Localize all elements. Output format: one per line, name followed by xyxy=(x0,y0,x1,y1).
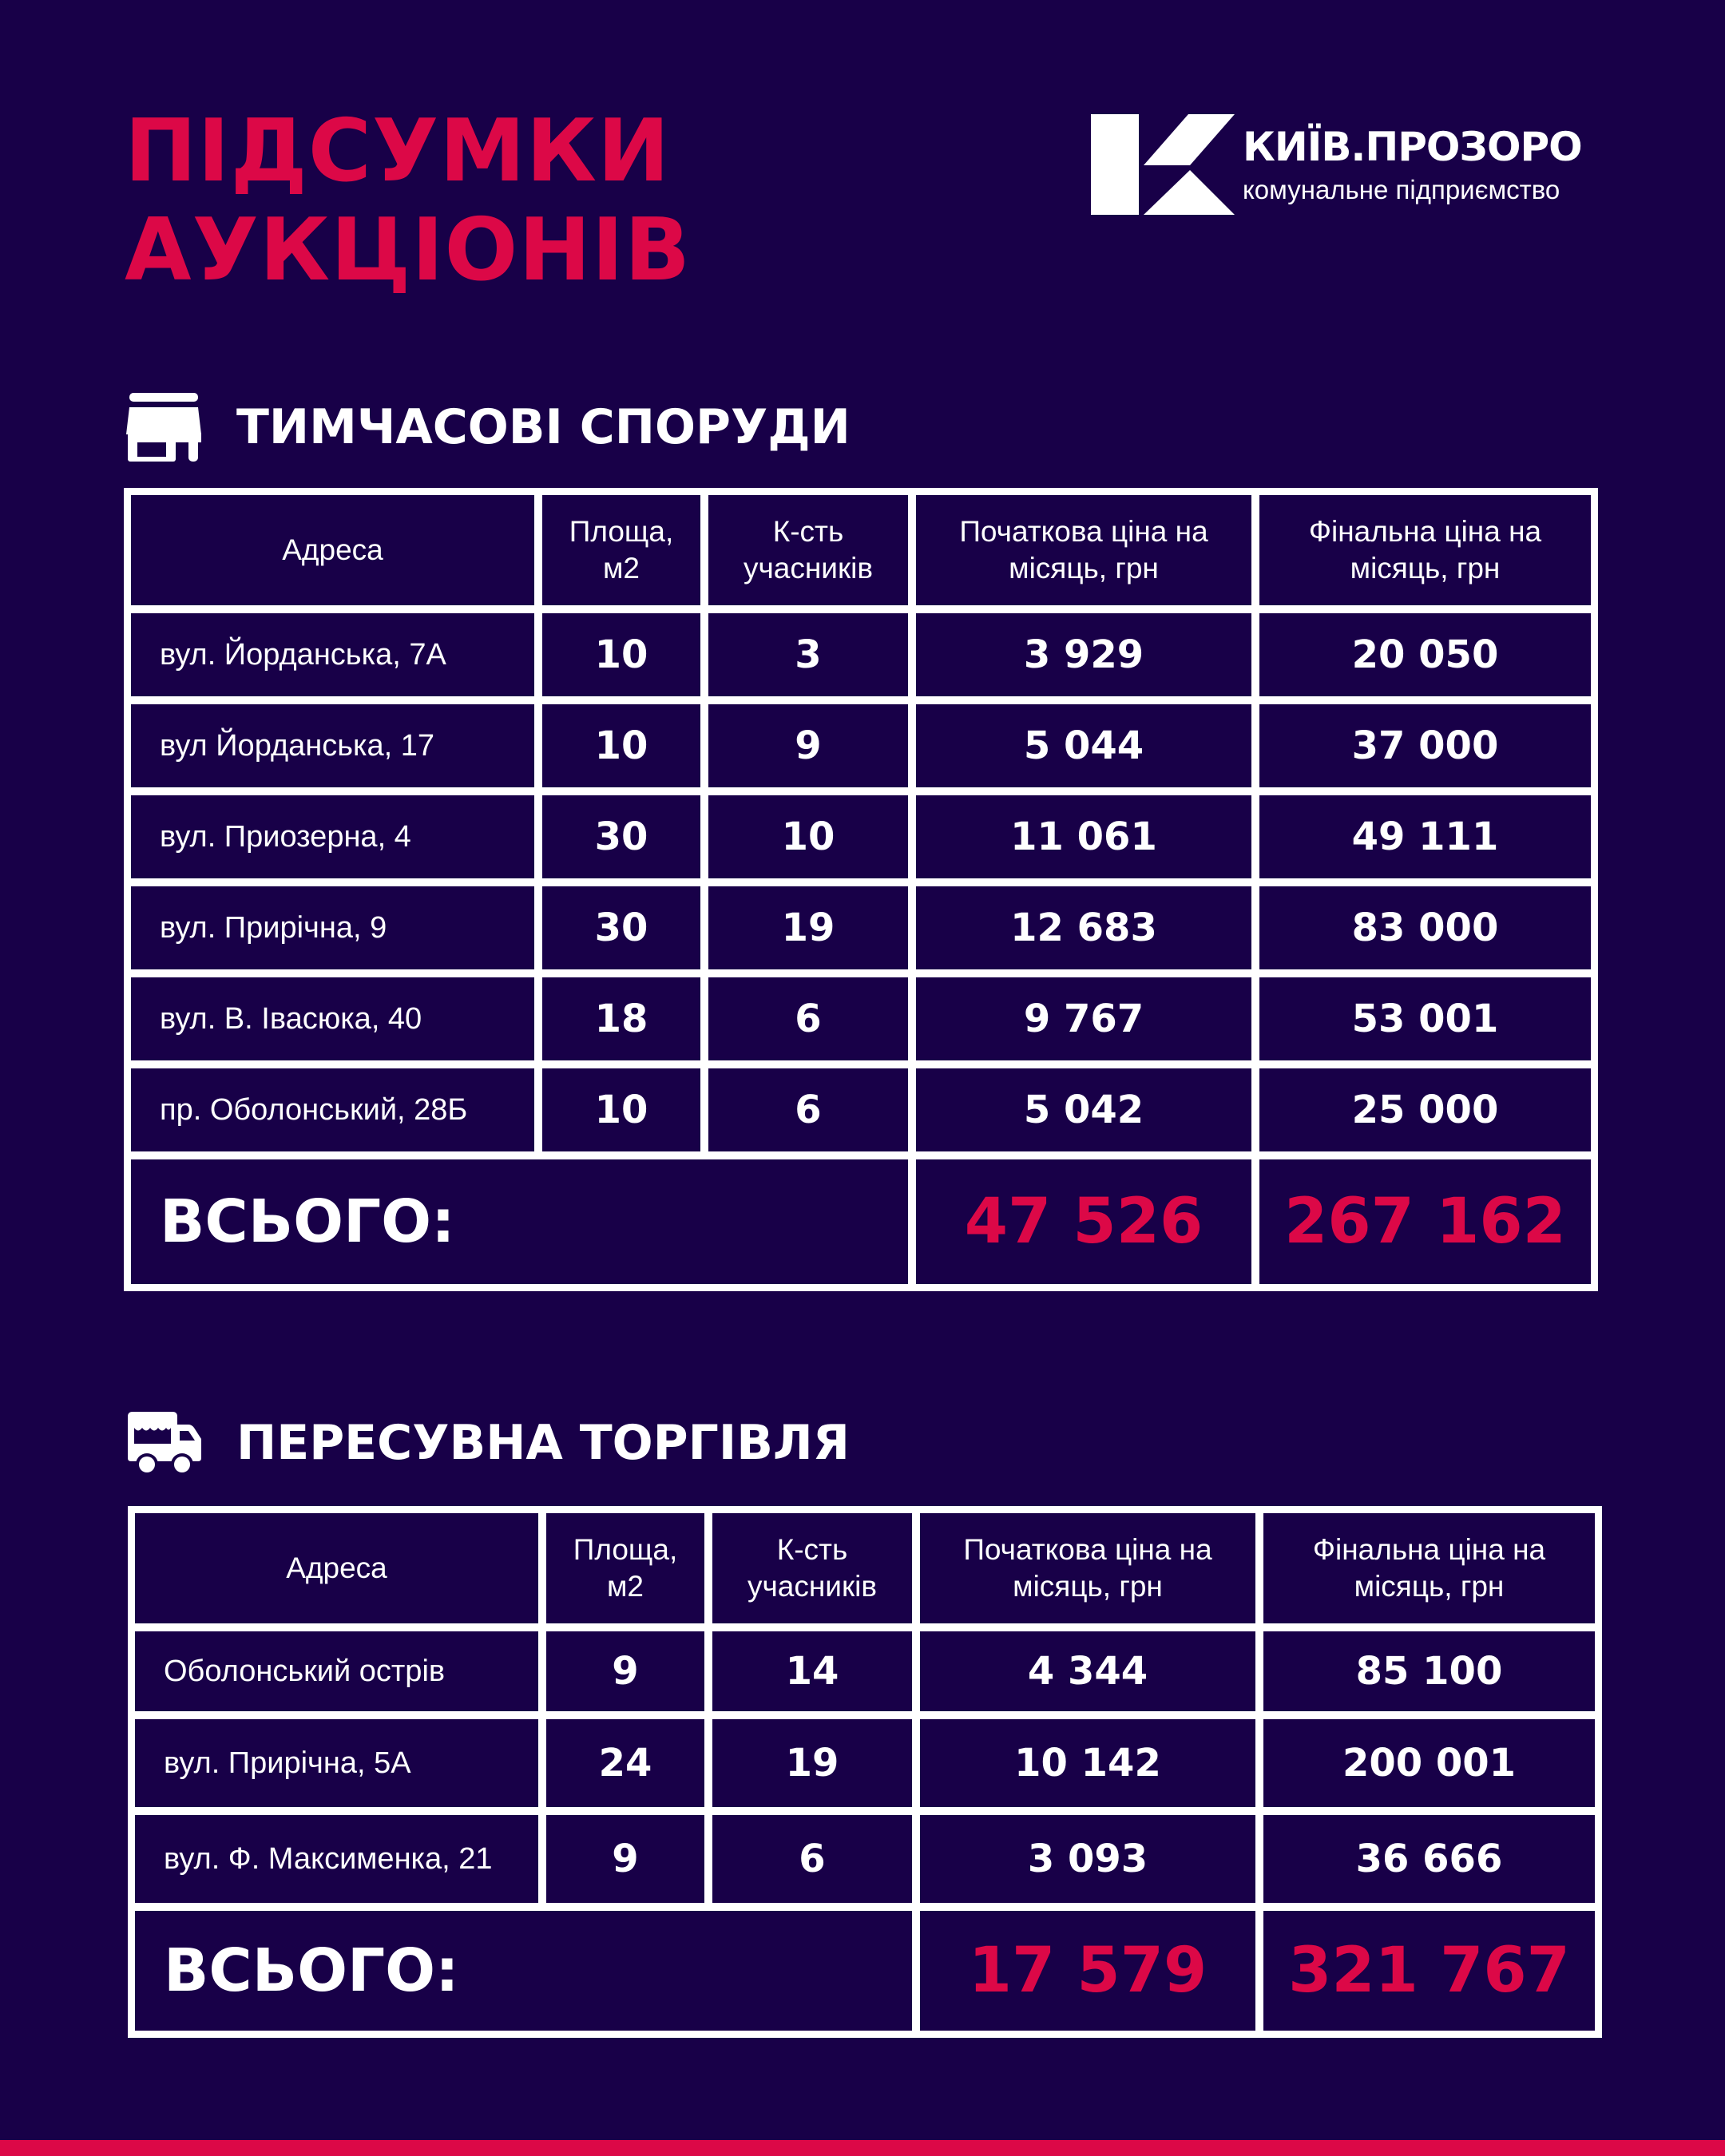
table-cell-start-price: 5 042 xyxy=(916,1068,1251,1151)
table-cell-address: Оболонський острів xyxy=(135,1631,538,1711)
table-cell-final-price: 85 100 xyxy=(1263,1631,1595,1711)
table-cell-start-price: 11 061 xyxy=(916,795,1251,878)
column-header-final-price: Фінальна ціна на місяць, грн xyxy=(1259,495,1591,605)
total-final-price: 267 162 xyxy=(1259,1159,1591,1284)
table-cell-final-price: 83 000 xyxy=(1259,886,1591,969)
table-cell-start-price: 10 142 xyxy=(920,1719,1255,1807)
total-start-price: 47 526 xyxy=(916,1159,1251,1284)
logo-k-icon xyxy=(1091,114,1235,215)
table-cell-address: вул. Прирічна, 9 xyxy=(131,886,534,969)
table-cell-final-price: 37 000 xyxy=(1259,704,1591,787)
column-header-participants: К-сть учасників xyxy=(708,495,908,605)
bottom-accent-bar xyxy=(0,2140,1725,2156)
logo: КИЇВ.ПРОЗОРО комунальне підприємство xyxy=(1091,114,1602,218)
section-title: ПЕРЕСУВНА ТОРГІВЛЯ xyxy=(236,1415,850,1471)
title-line-1: ПІДСУМКИ xyxy=(125,101,671,201)
column-header-address: Адреса xyxy=(131,495,534,605)
table-cell-area: 9 xyxy=(546,1815,704,1903)
table-cell-final-price: 200 001 xyxy=(1263,1719,1595,1807)
table-cell-start-price: 3 093 xyxy=(920,1815,1255,1903)
column-header-address: Адреса xyxy=(135,1513,538,1623)
table-cell-area: 10 xyxy=(542,1068,700,1151)
total-label: ВСЬОГО: xyxy=(135,1911,912,2031)
total-start-price: 17 579 xyxy=(920,1911,1255,2031)
table-cell-participants: 9 xyxy=(708,704,908,787)
column-header-participants: К-сть учасників xyxy=(712,1513,912,1623)
table-cell-final-price: 49 111 xyxy=(1259,795,1591,878)
table-cell-address: вул Йорданська, 17 xyxy=(131,704,534,787)
column-header-start-price: Початкова ціна на місяць, грн xyxy=(916,495,1251,605)
table-cell-participants: 6 xyxy=(708,1068,908,1151)
logo-subtitle: комунальне підприємство xyxy=(1243,175,1560,204)
table-cell-area: 24 xyxy=(546,1719,704,1807)
total-label: ВСЬОГО: xyxy=(131,1159,908,1284)
section-heading-temporary-structures: ТИМЧАСОВІ СПОРУДИ xyxy=(125,391,851,463)
table-cell-participants: 10 xyxy=(708,795,908,878)
table-cell-start-price: 5 044 xyxy=(916,704,1251,787)
table-cell-final-price: 25 000 xyxy=(1259,1068,1591,1151)
page-title: ПІДСУМКИ АУКЦІОНІВ xyxy=(125,102,691,300)
table-cell-area: 18 xyxy=(542,977,700,1060)
table-cell-address: вул. Ф. Максименка, 21 xyxy=(135,1815,538,1903)
title-line-2: АУКЦІОНІВ xyxy=(125,200,692,300)
table-cell-start-price: 12 683 xyxy=(916,886,1251,969)
column-header-final-price: Фінальна ціна на місяць, грн xyxy=(1263,1513,1595,1623)
temporary-structures-table: Адреса Площа, м2 К-сть учасників Початко… xyxy=(124,488,1598,1291)
table-cell-address: вул. Йорданська, 7А xyxy=(131,613,534,696)
table-cell-address: вул. Приозерна, 4 xyxy=(131,795,534,878)
food-truck-icon xyxy=(128,1412,201,1476)
table-cell-final-price: 20 050 xyxy=(1259,613,1591,696)
table-cell-participants: 19 xyxy=(708,886,908,969)
table-cell-participants: 19 xyxy=(712,1719,912,1807)
table-cell-participants: 6 xyxy=(708,977,908,1060)
table-cell-participants: 14 xyxy=(712,1631,912,1711)
table-cell-area: 30 xyxy=(542,795,700,878)
table-cell-start-price: 4 344 xyxy=(920,1631,1255,1711)
table-cell-area: 30 xyxy=(542,886,700,969)
table-cell-final-price: 36 666 xyxy=(1263,1815,1595,1903)
column-header-area: Площа, м2 xyxy=(546,1513,704,1623)
table-cell-address: вул. В. Івасюка, 40 xyxy=(131,977,534,1060)
table-cell-participants: 3 xyxy=(708,613,908,696)
mobile-trade-table: Адреса Площа, м2 К-сть учасників Початко… xyxy=(128,1506,1602,2038)
section-heading-mobile-trade: ПЕРЕСУВНА ТОРГІВЛЯ xyxy=(125,1407,850,1479)
table-cell-start-price: 3 929 xyxy=(916,613,1251,696)
logo-name: КИЇВ.ПРОЗОРО xyxy=(1243,124,1583,170)
table-cell-participants: 6 xyxy=(712,1815,912,1903)
table-cell-start-price: 9 767 xyxy=(916,977,1251,1060)
table-cell-final-price: 53 001 xyxy=(1259,977,1591,1060)
kiosk-icon xyxy=(126,393,201,462)
column-header-start-price: Початкова ціна на місяць, грн xyxy=(920,1513,1255,1623)
table-cell-area: 10 xyxy=(542,704,700,787)
section-title: ТИМЧАСОВІ СПОРУДИ xyxy=(236,399,851,455)
table-cell-address: пр. Оболонський, 28Б xyxy=(131,1068,534,1151)
table-cell-area: 9 xyxy=(546,1631,704,1711)
table-cell-address: вул. Прирічна, 5А xyxy=(135,1719,538,1807)
total-final-price: 321 767 xyxy=(1263,1911,1595,2031)
table-cell-area: 10 xyxy=(542,613,700,696)
column-header-area: Площа, м2 xyxy=(542,495,700,605)
